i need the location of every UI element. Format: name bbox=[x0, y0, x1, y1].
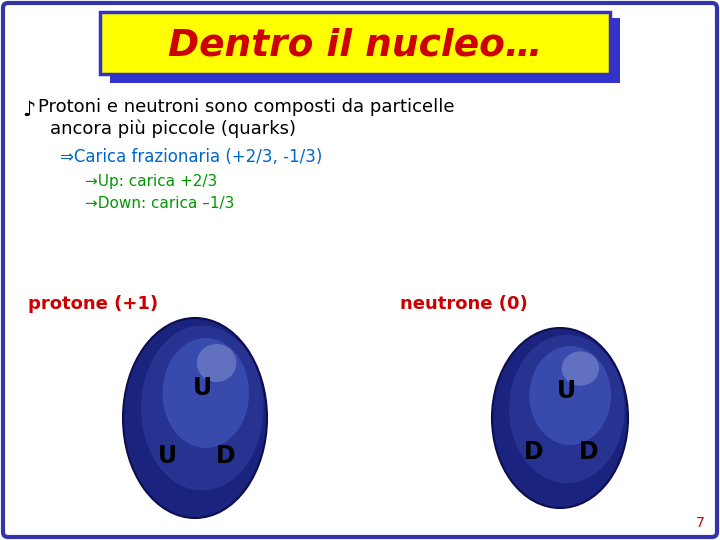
Bar bbox=[110, 18, 620, 83]
FancyBboxPatch shape bbox=[3, 3, 717, 537]
Text: neutrone (0): neutrone (0) bbox=[400, 295, 528, 313]
Text: D: D bbox=[524, 440, 544, 464]
Ellipse shape bbox=[562, 352, 599, 386]
Text: →Down: carica –1/3: →Down: carica –1/3 bbox=[85, 196, 235, 211]
Ellipse shape bbox=[197, 344, 236, 382]
Text: Protoni e neutroni sono composti da particelle: Protoni e neutroni sono composti da part… bbox=[38, 98, 454, 116]
Text: ♪: ♪ bbox=[22, 100, 35, 120]
Text: U: U bbox=[158, 444, 177, 468]
Text: →Up: carica +2/3: →Up: carica +2/3 bbox=[85, 174, 217, 189]
Ellipse shape bbox=[509, 335, 624, 483]
Ellipse shape bbox=[141, 326, 264, 490]
Ellipse shape bbox=[529, 346, 611, 445]
Text: U: U bbox=[193, 376, 212, 400]
Ellipse shape bbox=[163, 338, 249, 448]
Text: D: D bbox=[215, 444, 235, 468]
Bar bbox=[100, 12, 610, 74]
Text: protone (+1): protone (+1) bbox=[28, 295, 158, 313]
Text: 7: 7 bbox=[696, 516, 705, 530]
Text: ancora più piccole (quarks): ancora più piccole (quarks) bbox=[50, 120, 296, 138]
Text: U: U bbox=[557, 379, 577, 403]
Ellipse shape bbox=[492, 328, 628, 508]
Text: D: D bbox=[579, 440, 598, 464]
Text: Dentro il nucleo…: Dentro il nucleo… bbox=[168, 28, 542, 64]
Ellipse shape bbox=[123, 318, 267, 518]
Text: ⇒Carica frazionaria (+2/3, -1/3): ⇒Carica frazionaria (+2/3, -1/3) bbox=[60, 148, 323, 166]
